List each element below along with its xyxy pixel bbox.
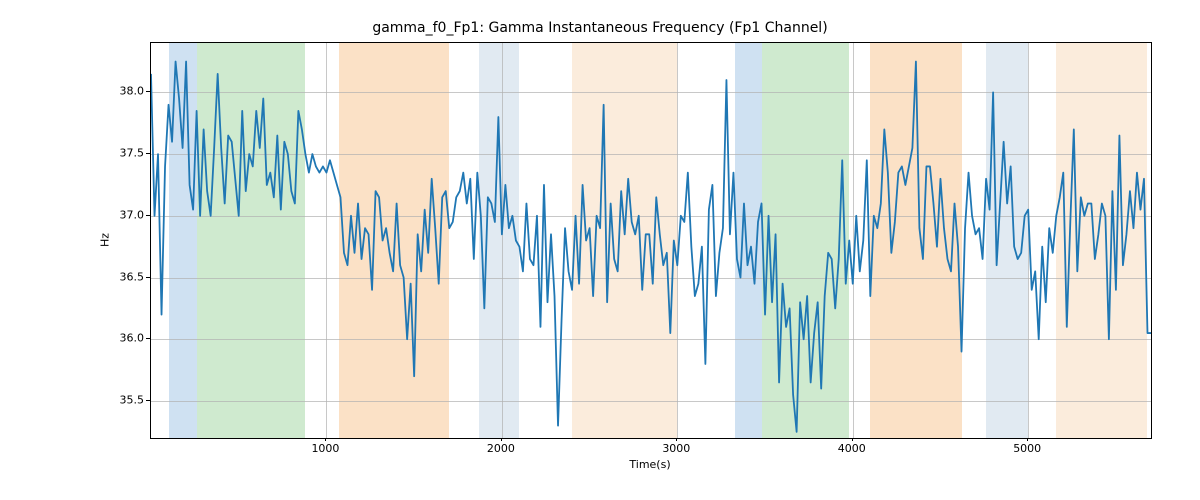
ytick-label: 36.5	[94, 270, 144, 283]
ytick-label: 37.5	[94, 147, 144, 160]
xtick-label: 5000	[1013, 442, 1041, 455]
ytick-label: 36.0	[94, 332, 144, 345]
ytick-label: 35.5	[94, 393, 144, 406]
x-axis-label: Time(s)	[629, 458, 670, 471]
series-line	[151, 62, 1151, 432]
y-axis-label: Hz	[99, 233, 112, 247]
line-series	[151, 43, 1151, 438]
ytick-label: 37.0	[94, 208, 144, 221]
xtick-label: 1000	[311, 442, 339, 455]
chart-title: gamma_f0_Fp1: Gamma Instantaneous Freque…	[0, 20, 1200, 36]
chart-container: gamma_f0_Fp1: Gamma Instantaneous Freque…	[0, 0, 1200, 500]
xtick-label: 2000	[487, 442, 515, 455]
ytick-label: 38.0	[94, 85, 144, 98]
xtick-label: 3000	[662, 442, 690, 455]
plot-area	[150, 42, 1152, 439]
xtick-label: 4000	[838, 442, 866, 455]
